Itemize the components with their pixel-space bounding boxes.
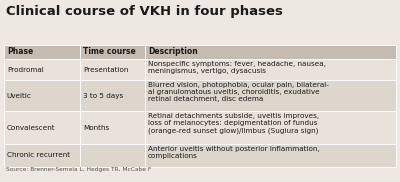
Text: Blurred vision, photophobia, ocular pain, bilateral-
al granulomatous uveitis, c: Blurred vision, photophobia, ocular pain… <box>148 82 329 102</box>
Text: Retinal detachments subside, uveitis improves,
loss of melanocytes: depigmentati: Retinal detachments subside, uveitis imp… <box>148 113 319 134</box>
Text: 3 to 5 days: 3 to 5 days <box>83 93 124 99</box>
Text: Clinical course of VKH in four phases: Clinical course of VKH in four phases <box>6 5 283 17</box>
Text: Uveitic: Uveitic <box>7 93 32 99</box>
Text: Months: Months <box>83 125 110 131</box>
Text: Nonspecific symptoms: fever, headache, nausea,
meningismus, vertigo, dysacusis: Nonspecific symptoms: fever, headache, n… <box>148 61 326 74</box>
Text: Phase: Phase <box>7 48 33 56</box>
Text: Source: Brenner-Semela L, Hedges TR, McCabe F: Source: Brenner-Semela L, Hedges TR, McC… <box>6 167 151 172</box>
Text: Presentation: Presentation <box>83 67 129 73</box>
Text: Description: Description <box>148 48 198 56</box>
Text: Prodromal: Prodromal <box>7 67 44 73</box>
Text: Time course: Time course <box>83 48 136 56</box>
Text: Chronic recurrent: Chronic recurrent <box>7 152 70 158</box>
Text: Anterior uveitis without posterior inflammation,
complications: Anterior uveitis without posterior infla… <box>148 146 320 159</box>
Text: Convalescent: Convalescent <box>7 125 56 131</box>
